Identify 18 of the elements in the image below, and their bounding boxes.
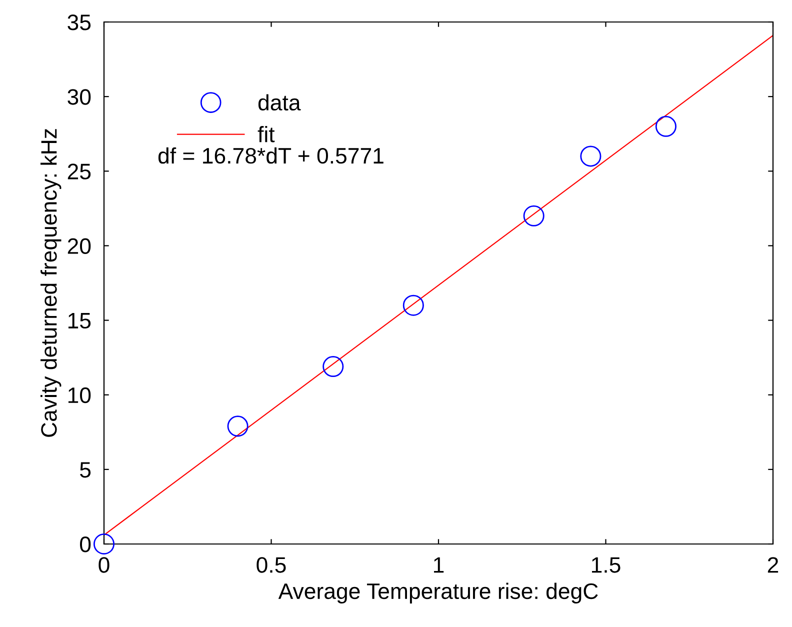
x-tick-label: 1 <box>434 557 444 573</box>
y-tick-label: 15 <box>68 313 91 329</box>
x-axis-title: Average Temperature rise: degC <box>278 582 598 604</box>
x-tick-label: 1.5 <box>592 557 620 573</box>
x-tick-label: 0 <box>98 557 110 573</box>
y-tick-label: 20 <box>68 238 91 254</box>
y-tick-label: 35 <box>68 14 91 30</box>
x-tick-label: 0.5 <box>256 557 286 573</box>
y-tick-label: 30 <box>68 89 91 105</box>
legend-label: fit <box>258 126 275 142</box>
annotation: df = 16.78*dT + 0.5771 <box>158 147 384 164</box>
x-tick-label: 2 <box>768 557 778 573</box>
y-tick-label: 5 <box>80 462 91 478</box>
y-axis-title: Cavity deturned frequency: kHz <box>40 129 62 437</box>
y-tick-label: 25 <box>68 164 91 180</box>
legend-label: data <box>258 94 301 111</box>
y-tick-label: 10 <box>68 387 91 404</box>
y-tick-label: 0 <box>80 536 91 552</box>
